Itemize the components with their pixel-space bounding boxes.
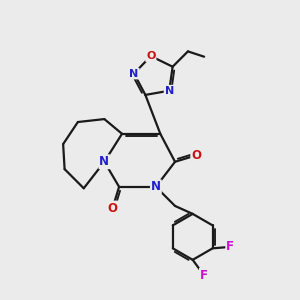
Text: F: F — [226, 240, 234, 254]
Text: O: O — [108, 202, 118, 214]
Text: O: O — [146, 51, 155, 61]
Text: F: F — [200, 268, 208, 282]
Text: N: N — [129, 68, 139, 79]
Text: N: N — [165, 86, 174, 96]
Text: O: O — [191, 149, 201, 162]
Text: N: N — [99, 155, 110, 168]
Text: N: N — [151, 180, 161, 193]
